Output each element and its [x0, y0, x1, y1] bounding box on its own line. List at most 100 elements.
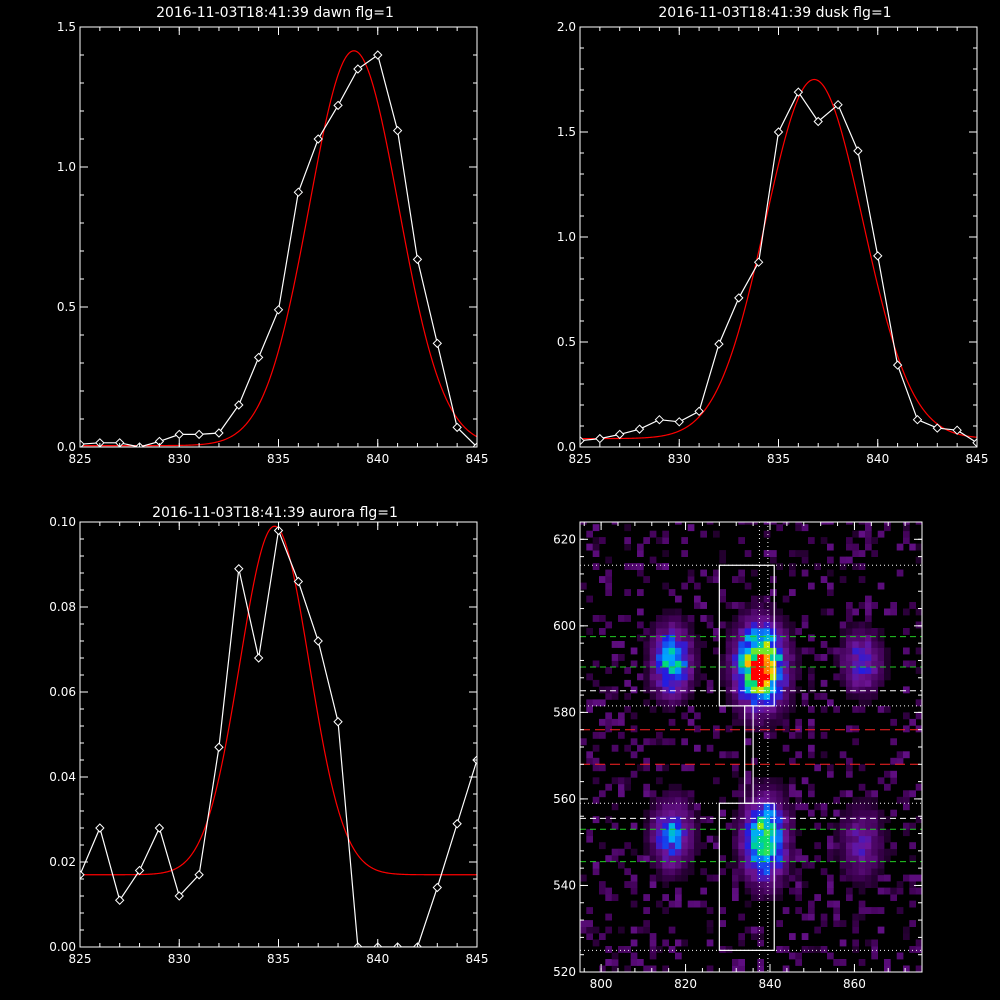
image-pixel	[884, 647, 891, 655]
image-pixel	[725, 621, 733, 629]
image-pixel	[592, 796, 600, 804]
image-pixel	[871, 654, 878, 661]
image-pixel	[820, 751, 828, 759]
image-pixels	[580, 522, 922, 972]
image-pixel	[592, 757, 600, 765]
image-pixel	[890, 887, 897, 895]
image-pixel	[637, 569, 644, 577]
image-pixel	[656, 848, 663, 856]
image-pixel	[903, 524, 910, 532]
image-pixel	[738, 965, 745, 972]
image-pixel	[649, 667, 657, 674]
image-pixel	[846, 660, 853, 668]
image-pixel	[909, 887, 916, 895]
image-pixel	[751, 647, 758, 655]
image-pixel	[662, 829, 669, 837]
dawn-data-point	[452, 422, 462, 433]
image-pixel	[909, 660, 916, 668]
image-pixel	[839, 654, 847, 661]
image-pixel	[846, 764, 853, 772]
image-pixel	[770, 660, 777, 668]
image-pixel	[903, 829, 910, 837]
image-pixel	[865, 602, 872, 609]
image-pixel	[852, 816, 859, 824]
image-pixel	[827, 543, 834, 551]
image-pixel	[662, 660, 669, 668]
image-pixel	[770, 803, 777, 811]
image-pixel	[656, 660, 663, 668]
image-pixel	[694, 725, 701, 733]
image-pixel	[858, 679, 866, 687]
image-pixel	[618, 718, 625, 726]
image-pixel	[738, 874, 745, 882]
image-pixel	[782, 822, 790, 830]
image-pixel	[586, 595, 593, 603]
image-pixel	[846, 816, 853, 824]
image-pixel	[770, 621, 777, 629]
image-pixel	[618, 926, 625, 934]
image-pixel	[770, 576, 777, 583]
image-pixel	[852, 926, 859, 934]
image-pixel	[871, 641, 878, 648]
dusk-data-point	[773, 127, 784, 137]
image-pixel	[846, 654, 853, 661]
image-pixel	[884, 874, 891, 882]
image-pixel	[839, 829, 847, 837]
aurora-ytick-label: 0.00	[49, 940, 76, 954]
image-pixel	[789, 563, 796, 570]
image-pixel	[751, 569, 758, 577]
image-pixel	[738, 569, 745, 577]
image-pixel	[871, 855, 878, 863]
image-pixel	[776, 608, 783, 616]
image-pixel	[896, 757, 904, 765]
image-pixel	[744, 848, 752, 856]
image-pixel	[649, 803, 657, 811]
image-pixel	[839, 822, 847, 830]
image-pixel	[649, 530, 657, 538]
image-pixel	[846, 829, 853, 837]
image-pixel	[801, 621, 809, 629]
image-pixel	[865, 679, 872, 687]
image-pixel	[865, 835, 872, 843]
dusk-data-point	[853, 146, 863, 156]
image-pixel	[719, 796, 726, 804]
image-pixel	[757, 595, 764, 603]
image-pixel	[700, 530, 707, 538]
image-pixel	[732, 654, 739, 661]
image-pixel	[833, 913, 840, 921]
image-pixel	[782, 816, 790, 824]
image-pixel	[662, 641, 669, 648]
image-pixel	[827, 764, 834, 772]
image-pixel	[744, 667, 752, 674]
image-pixel	[795, 654, 802, 661]
image-pixel	[839, 634, 847, 642]
dawn-data-point	[333, 100, 343, 111]
image-pixel	[637, 608, 644, 616]
image-pixel	[649, 738, 657, 746]
image-pixel	[624, 783, 631, 791]
image-pixel	[833, 809, 840, 817]
image-pixel	[649, 621, 657, 629]
image-pixel	[618, 641, 625, 648]
image-pixel	[681, 699, 688, 707]
image-pixel	[662, 634, 669, 642]
image-pixel	[732, 673, 739, 681]
image-pixel	[770, 615, 777, 622]
image-pixel	[865, 790, 872, 798]
image-pixel	[732, 887, 739, 895]
image-pixel	[871, 829, 878, 837]
image-pixel	[776, 881, 783, 888]
image-pixel	[751, 725, 758, 733]
image-pixel	[624, 615, 631, 622]
image-pixel	[725, 861, 733, 869]
image-pixel	[675, 939, 682, 947]
image-pixel	[795, 881, 802, 888]
image-pixel	[896, 887, 904, 895]
image-pixel	[706, 615, 714, 622]
image-pixel	[915, 543, 922, 551]
dusk-fit-curve	[580, 78, 977, 440]
image-pixel	[694, 582, 701, 590]
image-pixel	[858, 602, 866, 609]
image-pixel	[744, 522, 752, 525]
dusk-data-point	[793, 87, 804, 97]
